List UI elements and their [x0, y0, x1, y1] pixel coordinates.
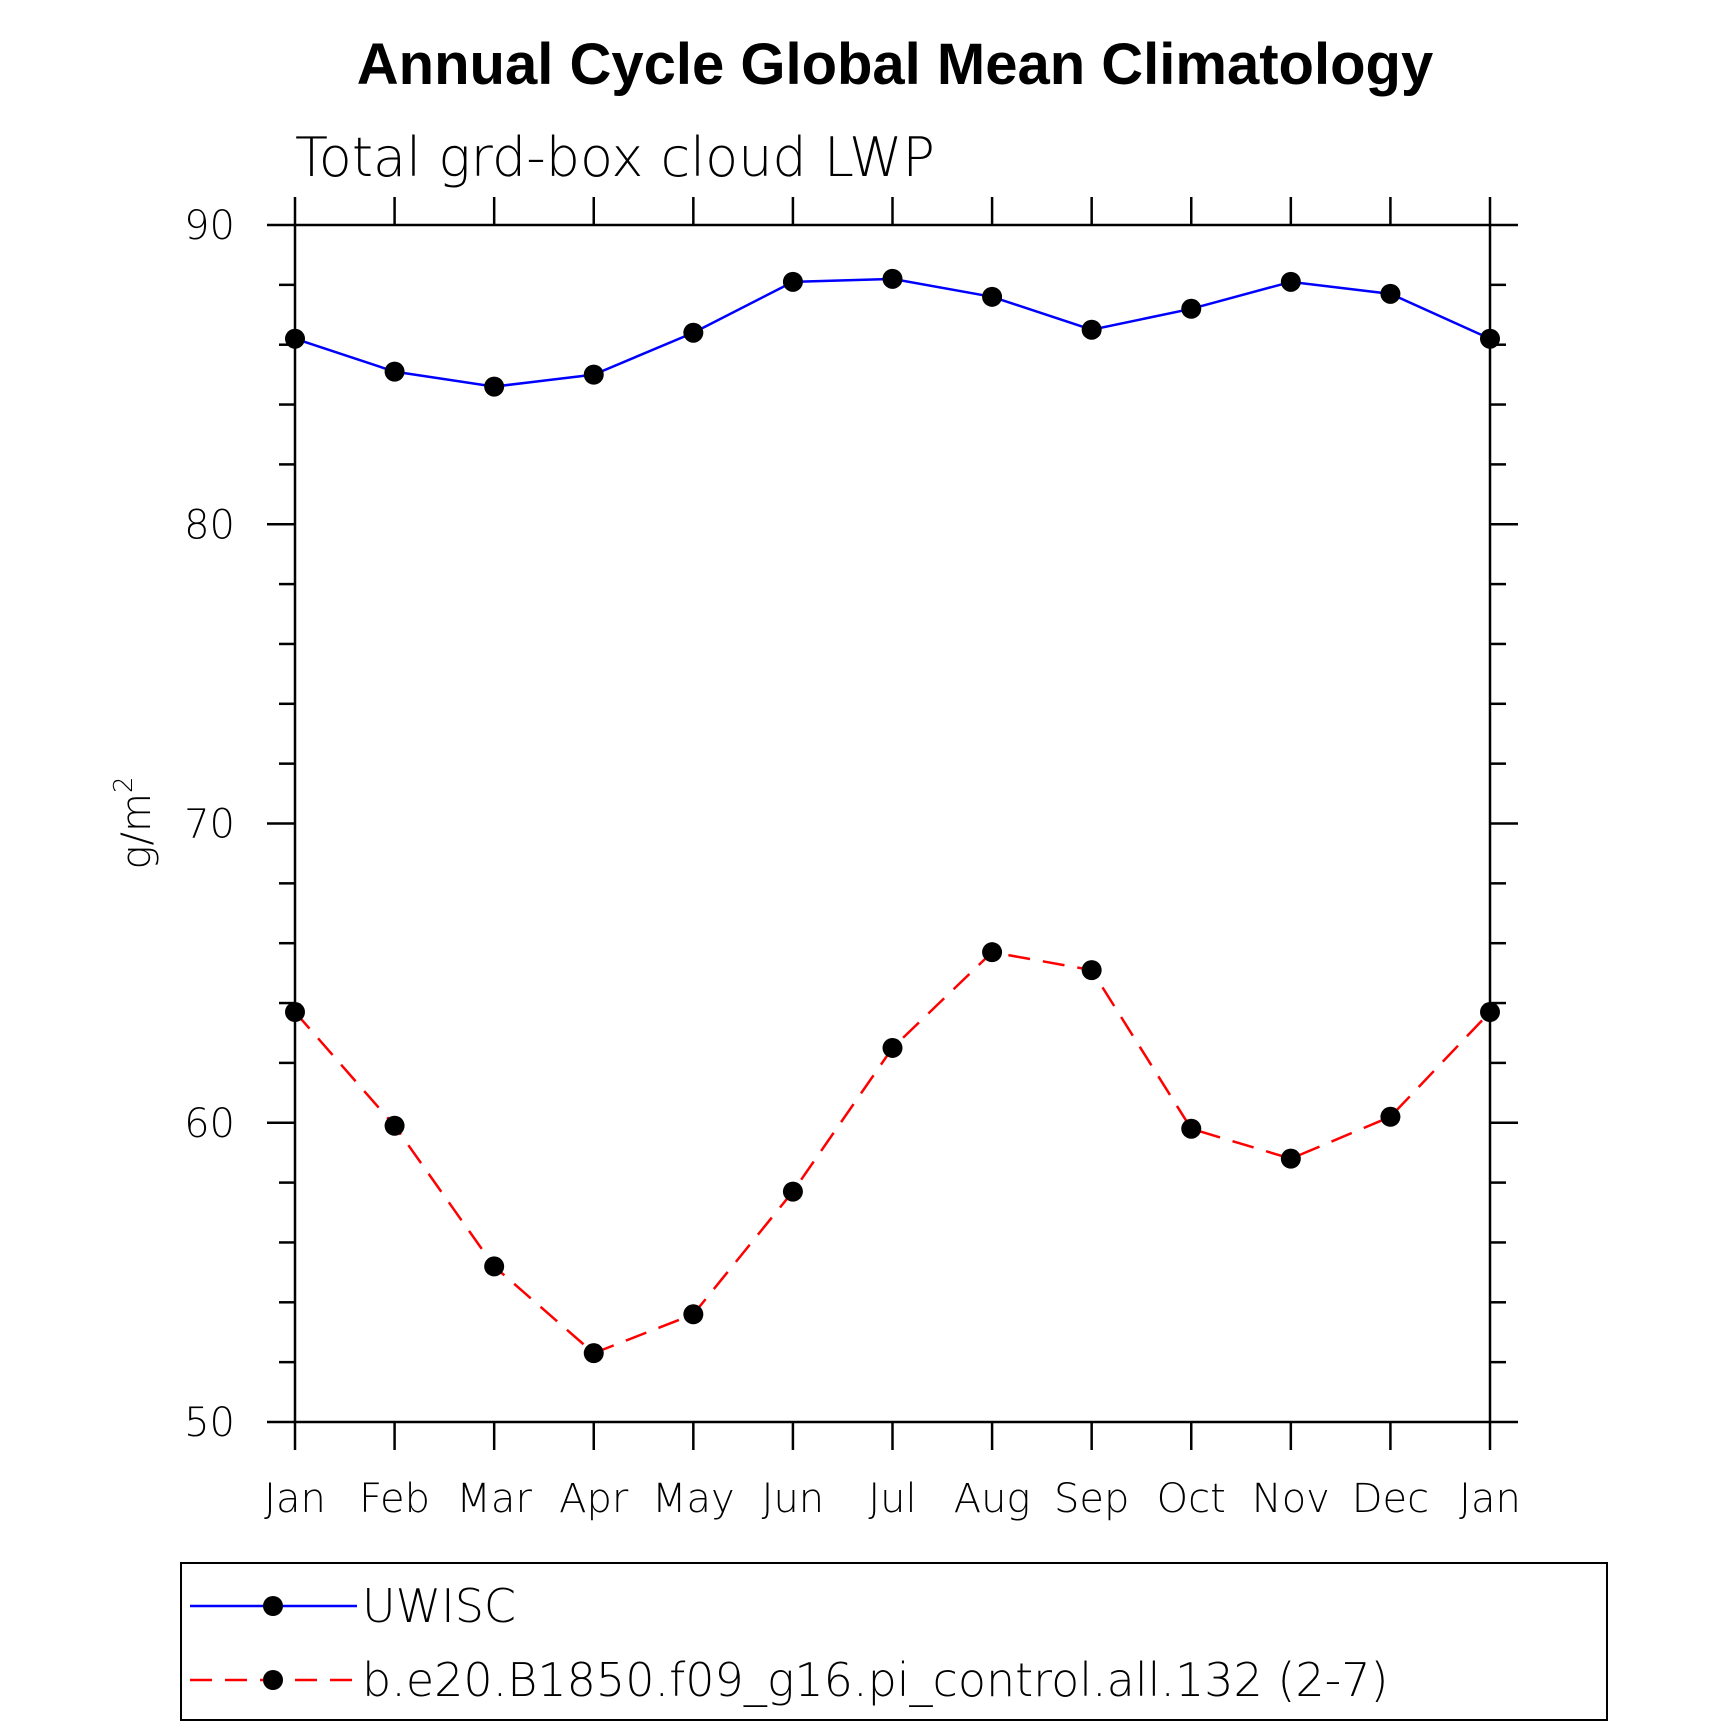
series-2-point	[1380, 1106, 1401, 1127]
series-layer	[285, 268, 1500, 1364]
plot-area	[293, 223, 1492, 1424]
series-2-point	[384, 1115, 405, 1136]
series-2-point	[484, 1256, 505, 1277]
series-1-point	[782, 271, 803, 292]
legend-label-series-1: UWISC	[362, 1579, 516, 1633]
series-line-2	[294, 950, 1491, 1355]
legend: UWISC b.e20.B1850.f09_g16.pi_control.all…	[180, 1562, 1608, 1721]
series-2-point	[782, 1181, 803, 1202]
series-2-point	[982, 942, 1003, 963]
x-tick-label: Jan	[264, 1476, 326, 1522]
x-tick-label: Mar	[456, 1476, 532, 1522]
y-tick-label: 90	[184, 203, 235, 249]
series-2-point	[583, 1343, 604, 1364]
legend-marker-series-1	[263, 1596, 283, 1616]
legend-label-series-2: b.e20.B1850.f09_g16.pi_control.all.132 (…	[362, 1653, 1388, 1707]
x-axis-labels: Jan Feb Mar Apr May Jun Jul Aug Sep Oct Nov Dec Jan	[264, 1476, 1521, 1522]
series-2-point	[882, 1037, 903, 1058]
y-axis-label: g/m2	[109, 777, 160, 870]
series-1-point	[982, 286, 1003, 307]
x-tick-label: May	[652, 1476, 735, 1522]
legend-marker-series-2	[263, 1670, 283, 1690]
x-tick-label: Jul	[868, 1476, 916, 1522]
y-tick-label: 50	[184, 1400, 235, 1446]
x-tick-label: Aug	[954, 1476, 1031, 1522]
x-tick-label: Jan	[1459, 1476, 1521, 1522]
series-2-point	[1181, 1118, 1202, 1139]
series-line-1	[294, 277, 1491, 388]
series-2-point	[285, 1002, 305, 1023]
y-tick-label: 70	[184, 802, 235, 848]
legend-frame	[180, 1562, 1608, 1721]
x-tick-label: Jun	[762, 1476, 825, 1522]
y-axis-ticks	[267, 223, 1518, 1424]
series-2-point	[1081, 960, 1102, 981]
plot-frame	[293, 223, 1492, 1424]
series-2-point	[1480, 1002, 1500, 1023]
series-1-point	[1380, 283, 1401, 304]
x-tick-label: Dec	[1352, 1476, 1429, 1522]
x-tick-label: Nov	[1252, 1476, 1330, 1522]
y-axis-labels: 50 60 70 80 90	[184, 203, 235, 1446]
chart-title: Annual Cycle Global Mean Climatology	[357, 32, 1433, 97]
x-tick-label: Feb	[359, 1476, 430, 1522]
x-tick-label: Oct	[1157, 1476, 1226, 1522]
series-1-point	[1480, 328, 1500, 349]
series-1-point	[484, 376, 505, 397]
chart-subtitle: Total grd-box cloud LWP	[295, 126, 935, 189]
series-1-point	[1181, 298, 1202, 319]
y-axis-label-superscript: 2	[109, 777, 139, 794]
series-1-point	[384, 361, 405, 382]
x-axis-ticks	[293, 197, 1492, 1450]
y-axis-label-base: g/m	[114, 793, 160, 869]
series-2-point	[683, 1304, 704, 1325]
series-1-point	[1280, 271, 1301, 292]
series-1-point	[1081, 319, 1102, 340]
x-tick-label: Apr	[559, 1476, 629, 1522]
y-tick-label: 60	[184, 1101, 235, 1147]
series-1-point	[683, 322, 704, 343]
series-2-point	[1280, 1148, 1301, 1169]
x-tick-label: Sep	[1054, 1476, 1129, 1522]
series-1-point	[583, 364, 604, 385]
y-tick-label: 80	[184, 502, 235, 548]
series-1-point	[882, 268, 903, 289]
series-1-point	[285, 328, 305, 349]
